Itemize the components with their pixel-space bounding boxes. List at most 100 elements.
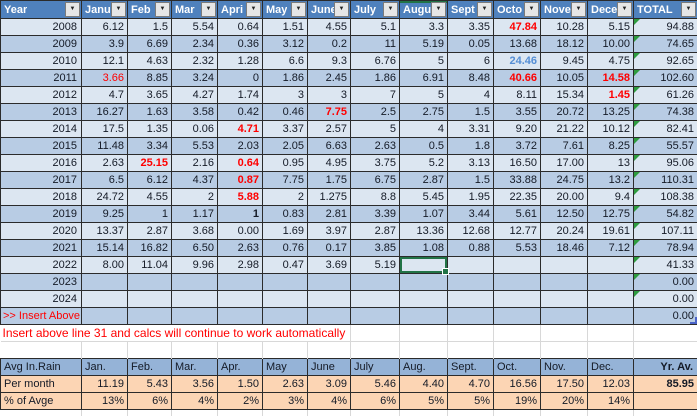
data-cell[interactable]: 2.45 [307, 69, 351, 87]
data-cell[interactable]: 0.95 [262, 154, 308, 172]
empty-sheet-cell[interactable] [493, 324, 541, 342]
data-cell[interactable]: 6.63 [307, 137, 351, 155]
data-cell[interactable]: 33.88 [493, 171, 541, 189]
data-cell[interactable] [587, 273, 634, 291]
data-cell[interactable]: 5.2 [399, 154, 448, 172]
year-cell[interactable]: 2020 [0, 222, 82, 240]
data-cell[interactable]: 3.69 [307, 256, 351, 274]
data-cell[interactable]: 13.37 [81, 222, 128, 240]
data-cell[interactable]: 22.35 [493, 188, 541, 206]
avg-value-cell[interactable]: 14% [587, 392, 634, 410]
avg-column-header[interactable]: July [350, 358, 400, 376]
avg-column-header[interactable]: Yr. Av. [633, 358, 697, 376]
data-cell[interactable]: 6.76 [350, 52, 400, 70]
data-cell[interactable]: 6.6 [262, 52, 308, 70]
filter-dropdown-icon[interactable]: ▼ [155, 2, 170, 17]
year-cell[interactable]: 2021 [0, 239, 82, 257]
data-cell[interactable] [587, 307, 634, 325]
data-cell[interactable]: 3.9 [81, 35, 128, 53]
data-cell[interactable]: 5.45 [399, 188, 448, 206]
data-cell[interactable] [307, 307, 351, 325]
total-cell[interactable]: 0.00 [633, 290, 697, 308]
data-cell[interactable]: 0.42 [217, 103, 263, 121]
data-cell[interactable]: 6.12 [127, 171, 172, 189]
data-cell[interactable]: 9.45 [540, 52, 588, 70]
year-cell[interactable]: 2024 [0, 290, 82, 308]
avg-value-cell[interactable]: 11.19 [81, 375, 128, 393]
data-cell[interactable]: 3.31 [447, 120, 494, 138]
total-cell[interactable]: 102.60 [633, 69, 697, 87]
data-cell[interactable]: 3.13 [447, 154, 494, 172]
data-cell[interactable]: 25.15 [127, 154, 172, 172]
avg-value-cell[interactable]: 12.03 [587, 375, 634, 393]
empty-sheet-cell[interactable] [447, 324, 494, 342]
data-cell[interactable]: 21.22 [540, 120, 588, 138]
empty-sheet-cell[interactable] [350, 324, 400, 342]
data-cell[interactable]: 1.35 [127, 120, 172, 138]
data-cell[interactable] [217, 290, 263, 308]
data-cell[interactable]: 3 [307, 86, 351, 104]
filter-dropdown-icon[interactable]: ▼ [681, 2, 696, 17]
empty-sheet-cell[interactable] [127, 409, 172, 416]
column-header-year[interactable]: Year ▼ [0, 0, 82, 19]
data-cell[interactable]: 0.46 [262, 103, 308, 121]
column-header-mar[interactable]: Mar ▼ [171, 0, 218, 19]
filter-dropdown-icon[interactable]: ▼ [246, 2, 261, 17]
data-cell[interactable]: 40.66 [493, 69, 541, 87]
data-cell[interactable]: 1.86 [262, 69, 308, 87]
data-cell[interactable]: 1.8 [447, 137, 494, 155]
data-cell[interactable]: 11.48 [81, 137, 128, 155]
data-cell[interactable]: 1.74 [217, 86, 263, 104]
data-cell[interactable]: 11 [350, 35, 400, 53]
column-header-sep[interactable]: Sept ▼ [447, 0, 494, 19]
data-cell[interactable]: 6.75 [350, 171, 400, 189]
data-cell[interactable] [493, 307, 541, 325]
empty-sheet-cell[interactable] [633, 324, 697, 342]
empty-sheet-cell[interactable] [587, 324, 634, 342]
total-cell[interactable]: 61.26 [633, 86, 697, 104]
data-cell[interactable]: 5.15 [587, 18, 634, 36]
data-cell[interactable]: 10.12 [587, 120, 634, 138]
data-cell[interactable]: 24.75 [540, 171, 588, 189]
data-cell[interactable]: 1.86 [350, 69, 400, 87]
data-cell[interactable]: 8.00 [81, 256, 128, 274]
data-cell[interactable]: 0.47 [262, 256, 308, 274]
data-cell[interactable]: 0.2 [307, 35, 351, 53]
data-cell[interactable]: 6.50 [171, 239, 218, 257]
data-cell[interactable]: 2.87 [399, 171, 448, 189]
empty-sheet-cell[interactable] [0, 409, 82, 416]
data-cell[interactable]: 4 [399, 120, 448, 138]
data-cell[interactable]: 2.87 [350, 222, 400, 240]
data-cell[interactable] [399, 290, 448, 308]
data-cell[interactable] [81, 273, 128, 291]
data-cell[interactable]: 12.77 [493, 222, 541, 240]
data-cell[interactable]: 3.58 [171, 103, 218, 121]
avg-column-header[interactable]: Aug. [399, 358, 448, 376]
data-cell[interactable] [262, 290, 308, 308]
data-cell[interactable]: 7 [350, 86, 400, 104]
empty-sheet-cell[interactable] [540, 409, 588, 416]
empty-sheet-cell[interactable] [447, 409, 494, 416]
avg-value-cell[interactable]: 3.56 [171, 375, 218, 393]
empty-sheet-cell[interactable] [587, 341, 634, 359]
data-cell[interactable]: 7.75 [262, 171, 308, 189]
data-cell[interactable]: 5.88 [217, 188, 263, 206]
data-cell[interactable] [447, 290, 494, 308]
data-cell[interactable]: 5.53 [171, 137, 218, 155]
filter-dropdown-icon[interactable]: ▼ [383, 2, 398, 17]
data-cell[interactable] [307, 273, 351, 291]
column-header-jan[interactable]: Janu ▼ [81, 0, 128, 19]
empty-sheet-cell[interactable] [171, 341, 218, 359]
avg-value-cell[interactable]: 6% [127, 392, 172, 410]
column-header-may[interactable]: May ▼ [262, 0, 308, 19]
data-cell[interactable] [399, 273, 448, 291]
empty-sheet-cell[interactable] [171, 409, 218, 416]
avg-value-cell[interactable]: 4% [307, 392, 351, 410]
data-cell[interactable]: 24.72 [81, 188, 128, 206]
data-cell[interactable] [350, 290, 400, 308]
data-cell[interactable] [540, 273, 588, 291]
year-cell[interactable]: 2009 [0, 35, 82, 53]
data-cell[interactable] [540, 256, 588, 274]
year-cell[interactable]: 2014 [0, 120, 82, 138]
total-cell[interactable]: 0.00 [633, 273, 697, 291]
